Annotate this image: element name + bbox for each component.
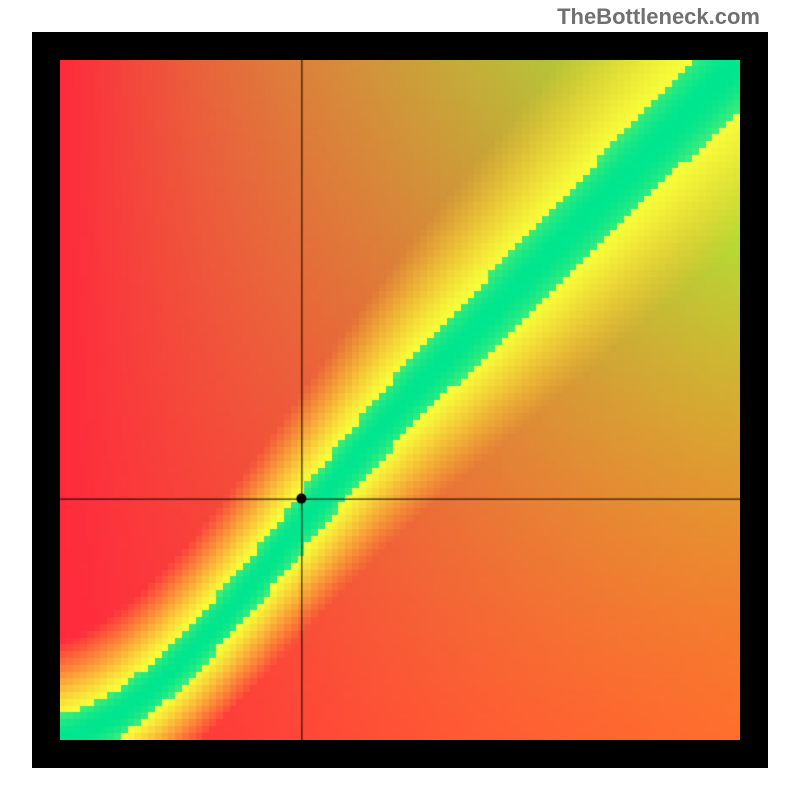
black-frame [32, 32, 768, 768]
bottleneck-heatmap [60, 60, 740, 740]
watermark-text: TheBottleneck.com [557, 4, 760, 30]
figure-container: TheBottleneck.com [0, 0, 800, 800]
